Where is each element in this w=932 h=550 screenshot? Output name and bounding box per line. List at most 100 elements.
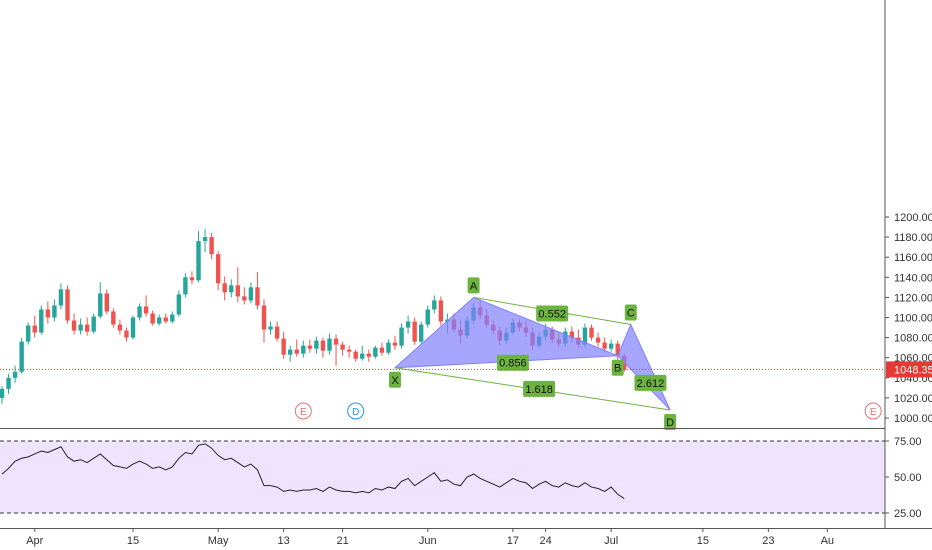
candle-body (314, 340, 319, 349)
rsi-tick-label: 75.00 (894, 436, 922, 448)
candle-body (32, 325, 37, 333)
time-tick-label: 23 (762, 535, 774, 547)
candle-body (229, 285, 234, 293)
rsi-line (1, 443, 625, 500)
earnings-marker[interactable] (864, 402, 882, 420)
candle-body (288, 349, 293, 355)
price-tick-label: 1180.00 (894, 232, 932, 244)
candle-body (320, 340, 326, 351)
candle-body (582, 327, 588, 345)
candle-body (183, 277, 188, 295)
price-tick-label: 1140.00 (894, 272, 932, 284)
ratio-label-box[interactable] (523, 380, 556, 397)
time-tick-label: 21 (336, 535, 348, 547)
candle-body (405, 321, 411, 328)
candle-body (392, 342, 398, 346)
point-label-c[interactable]: C (627, 308, 635, 320)
rsi-tick-label: 50.00 (894, 472, 922, 484)
candle-body (386, 342, 391, 353)
candle-body (157, 317, 162, 324)
candle-body (360, 353, 365, 359)
candle-body (189, 277, 195, 281)
price-tick-label: 1000.00 (894, 413, 932, 425)
time-tick-label: 15 (127, 535, 139, 547)
harmonic-pattern[interactable]: X A B C D 0.552 0.856 2.612 1.618 (389, 277, 677, 430)
price-tick-label: 1020.00 (894, 393, 932, 405)
point-label-b[interactable]: B (614, 363, 621, 375)
point-label-box[interactable] (611, 359, 624, 376)
candle-body (425, 309, 430, 325)
ratio-label-box[interactable] (496, 354, 529, 371)
candle-body (163, 317, 168, 322)
rsi-pane (0, 440, 885, 514)
time-tick-label: May (208, 535, 229, 547)
candle-body (137, 306, 142, 318)
candle-body (412, 321, 417, 342)
candle-body (91, 316, 96, 332)
ratio-label[interactable]: 2.612 (637, 378, 665, 390)
time-tick-label: 13 (278, 535, 290, 547)
candle-body (419, 324, 424, 342)
dividend-marker[interactable] (347, 402, 365, 420)
ratio-label-box[interactable] (536, 305, 569, 322)
earnings-marker[interactable] (294, 402, 312, 420)
candle-body (602, 342, 607, 349)
point-label-box[interactable] (389, 371, 401, 388)
ratio-label[interactable]: 0.552 (538, 308, 566, 320)
candle-body (202, 237, 208, 242)
candle-body (294, 349, 299, 354)
time-tick-label: 15 (697, 535, 709, 547)
candle-body (98, 293, 103, 317)
candle-body (255, 287, 260, 306)
price-tick-label: 1080.00 (894, 333, 932, 345)
earnings-marker-label[interactable]: E (870, 407, 877, 418)
candle-body (608, 343, 614, 349)
candle-body (589, 327, 594, 338)
candle-body (438, 300, 444, 322)
candle-body (58, 289, 64, 306)
point-label-box[interactable] (664, 413, 677, 430)
price-tick-label: 1100.00 (894, 313, 932, 325)
candle-body (595, 337, 601, 343)
price-tick-label: 1160.00 (894, 252, 932, 264)
candle-body (615, 343, 620, 356)
candle-body (274, 326, 280, 339)
candle-body (327, 338, 332, 351)
time-tick-label: Jul (604, 535, 618, 547)
point-label-box[interactable] (624, 304, 637, 321)
point-label-d[interactable]: D (666, 417, 674, 429)
earnings-marker-label[interactable]: E (300, 407, 307, 418)
candle-body (45, 309, 51, 318)
candle-body (124, 330, 129, 338)
current-price-tag (886, 361, 932, 378)
dividend-marker-label[interactable]: D (352, 407, 359, 418)
ratio-label[interactable]: 0.856 (499, 358, 527, 370)
ratio-label[interactable]: 1.618 (525, 384, 553, 396)
candle-body (281, 338, 286, 355)
time-tick-label: 24 (540, 535, 552, 547)
candle-body (399, 327, 404, 346)
point-label-x[interactable]: X (391, 375, 399, 387)
ratio-label-box[interactable] (634, 374, 667, 391)
point-label-a[interactable]: A (470, 280, 478, 292)
candle-body (52, 305, 57, 318)
candle-body (569, 331, 575, 338)
candle-body (65, 289, 70, 321)
time-tick-label: 17 (507, 535, 519, 547)
candle-body (242, 296, 247, 301)
time-tick-label: Au (821, 535, 834, 547)
point-label-box[interactable] (467, 277, 480, 294)
time-tick-label: Apr (26, 535, 43, 547)
candle-body (235, 285, 240, 297)
rsi-tick-label: 25.00 (894, 508, 922, 520)
candle-body (0, 388, 5, 398)
candles (0, 229, 627, 404)
candle-body (12, 371, 18, 378)
candle-body (176, 294, 182, 315)
candle-body (248, 287, 254, 301)
candle-body (117, 324, 123, 331)
candle-body (71, 320, 77, 331)
